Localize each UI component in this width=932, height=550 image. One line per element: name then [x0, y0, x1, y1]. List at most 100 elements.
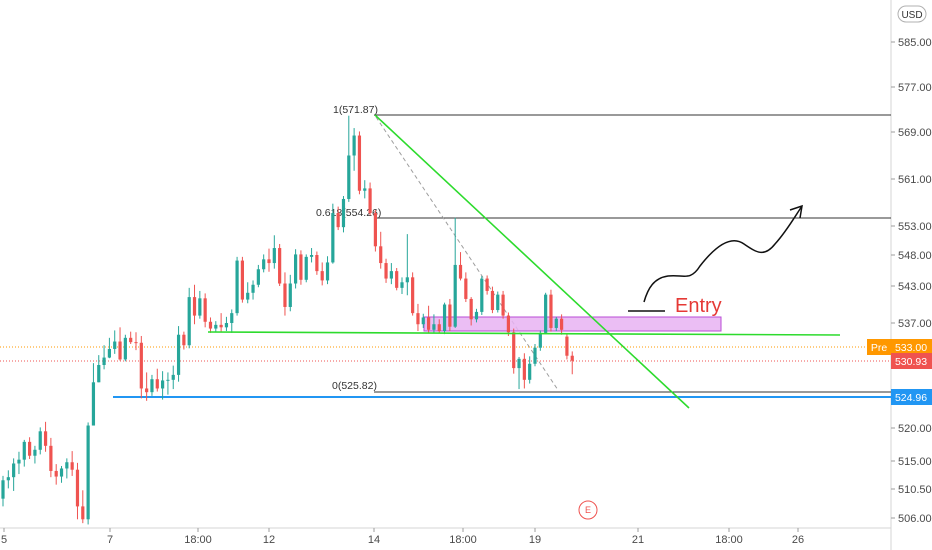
candle[interactable]	[474, 308, 479, 323]
candle[interactable]	[320, 262, 324, 286]
candle[interactable]	[81, 490, 85, 524]
candle[interactable]	[214, 321, 218, 332]
candle[interactable]	[384, 258, 388, 283]
candle[interactable]	[389, 263, 393, 285]
candle[interactable]	[12, 458, 16, 491]
candle[interactable]	[506, 312, 510, 336]
candle[interactable]	[262, 254, 266, 273]
candle[interactable]	[432, 314, 436, 333]
candle[interactable]	[123, 334, 127, 362]
candle[interactable]	[288, 274, 292, 312]
candle[interactable]	[544, 292, 548, 335]
candle[interactable]	[49, 437, 53, 478]
candle[interactable]	[155, 368, 159, 392]
candle[interactable]	[485, 275, 489, 295]
candle[interactable]	[283, 272, 287, 316]
candle[interactable]	[411, 272, 415, 316]
candle[interactable]	[421, 313, 425, 328]
candle[interactable]	[28, 437, 32, 460]
candle[interactable]	[464, 272, 468, 303]
earnings-event-marker[interactable]: E	[578, 500, 598, 520]
candle[interactable]	[22, 439, 26, 467]
candle[interactable]	[75, 462, 80, 520]
fibonacci-retracement[interactable]: 1(571.87) 0.618(554.26) 0(525.82)	[316, 104, 891, 393]
projection-arrow[interactable]	[628, 204, 803, 312]
candle[interactable]	[272, 235, 276, 269]
candle[interactable]	[501, 290, 505, 319]
candle[interactable]	[336, 206, 340, 231]
candle[interactable]	[294, 249, 298, 289]
candle[interactable]	[224, 316, 229, 332]
candle[interactable]	[352, 128, 356, 171]
candle[interactable]	[246, 282, 250, 304]
candle[interactable]	[134, 332, 138, 351]
candle[interactable]	[182, 331, 186, 350]
candle[interactable]	[570, 351, 574, 375]
candle[interactable]	[192, 284, 197, 325]
candle[interactable]	[240, 256, 244, 303]
candle[interactable]	[43, 421, 48, 452]
candle[interactable]	[251, 280, 255, 300]
candle[interactable]	[496, 291, 500, 313]
candle[interactable]	[437, 319, 441, 334]
candle[interactable]	[341, 196, 346, 233]
pre-market-tag[interactable]: Pre 533.00	[867, 339, 932, 355]
candle[interactable]	[363, 180, 367, 199]
candle[interactable]	[373, 210, 377, 252]
candle[interactable]	[203, 293, 207, 328]
time-axis[interactable]: 5 7 18:00 12 14 18:00 19 21 18:00 26	[0, 527, 891, 546]
candle[interactable]	[309, 248, 314, 263]
candle[interactable]	[379, 231, 383, 269]
candle[interactable]	[102, 345, 106, 370]
candle[interactable]	[70, 451, 74, 476]
candle[interactable]	[427, 305, 431, 334]
candle[interactable]	[416, 303, 420, 332]
candle[interactable]	[331, 203, 335, 264]
candle[interactable]	[166, 372, 170, 395]
support-price-tag[interactable]: 524.96	[891, 389, 932, 405]
candle[interactable]	[442, 302, 447, 335]
candle[interactable]	[198, 290, 202, 319]
candle[interactable]	[395, 268, 399, 291]
candle[interactable]	[129, 331, 133, 344]
candle[interactable]	[490, 286, 495, 314]
candle[interactable]	[97, 355, 101, 383]
candle[interactable]	[315, 251, 319, 275]
last-price-tag[interactable]: 530.93	[891, 353, 932, 369]
candle[interactable]	[187, 287, 191, 349]
candle[interactable]	[38, 427, 42, 455]
candle[interactable]	[171, 365, 175, 390]
candle[interactable]	[405, 234, 409, 296]
candle[interactable]	[161, 371, 165, 400]
candle[interactable]	[522, 353, 526, 389]
candle[interactable]	[219, 313, 223, 332]
candlestick-series[interactable]	[1, 115, 574, 525]
candle[interactable]	[113, 330, 117, 354]
candle[interactable]	[267, 248, 271, 272]
candle[interactable]	[256, 264, 260, 288]
candle[interactable]	[347, 115, 351, 202]
candle[interactable]	[528, 356, 532, 384]
candle[interactable]	[33, 445, 37, 464]
candle[interactable]	[54, 464, 58, 485]
trendlines[interactable]	[207, 114, 841, 409]
candle[interactable]	[176, 326, 181, 382]
candle[interactable]	[86, 422, 90, 525]
candle[interactable]	[480, 276, 484, 315]
candle[interactable]	[357, 131, 362, 195]
candle[interactable]	[549, 289, 553, 332]
candle[interactable]	[17, 451, 21, 475]
price-axis[interactable]: 585.00 577.00 569.00 561.00 553.00 548.00 543.…	[890, 0, 932, 550]
candle[interactable]	[150, 374, 154, 396]
candle[interactable]	[139, 335, 143, 399]
candle[interactable]	[565, 334, 569, 360]
candle[interactable]	[533, 344, 537, 367]
candle[interactable]	[517, 356, 521, 390]
currency-badge[interactable]: USD	[897, 5, 927, 23]
candle[interactable]	[235, 256, 239, 316]
candle[interactable]	[145, 372, 149, 401]
candle[interactable]	[208, 317, 213, 333]
candle[interactable]	[59, 465, 64, 483]
candle[interactable]	[458, 252, 463, 281]
